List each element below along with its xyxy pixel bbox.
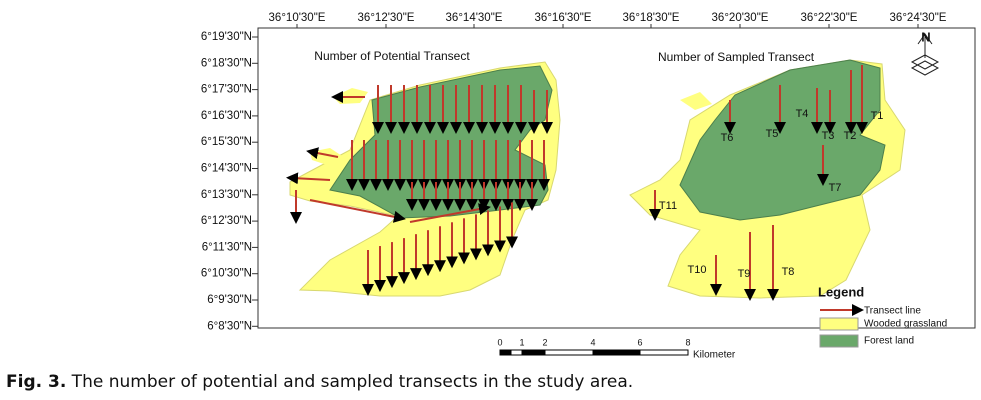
latitude-label: 6°15'30"N xyxy=(201,136,252,148)
latitude-label: 6°8'30"N xyxy=(207,320,252,332)
transect-label: T5 xyxy=(766,128,779,140)
scale-unit: Kilometer xyxy=(693,350,736,361)
transect-label: T6 xyxy=(721,132,734,144)
legend-label: Transect line xyxy=(864,306,921,317)
panel-title: Number of Potential Transect xyxy=(314,49,470,63)
longitude-label: 36°24'30"E xyxy=(890,12,947,24)
transect-label: T9 xyxy=(738,268,751,280)
legend-label: Wooded grassland xyxy=(864,319,947,330)
legend-swatch xyxy=(819,334,859,348)
latitude-label: 6°9'30"N xyxy=(207,294,252,306)
latitude-label: 6°12'30"N xyxy=(201,215,252,227)
latitude-label: 6°18'30"N xyxy=(201,57,252,69)
transect-label: T1 xyxy=(871,110,884,122)
transect-line xyxy=(286,172,331,185)
scale-label: 0 xyxy=(497,337,502,347)
scale-bar xyxy=(499,349,689,356)
longitude-label: 36°18'30"E xyxy=(623,12,680,24)
transect-line xyxy=(306,147,339,160)
transect-label: T3 xyxy=(822,130,835,142)
scale-label: 1 xyxy=(519,337,524,347)
scale-label: 2 xyxy=(542,337,547,347)
longitude-label: 36°10'30"E xyxy=(269,12,326,24)
scale-label: 4 xyxy=(590,337,595,347)
latitude-label: 6°14'30"N xyxy=(201,163,252,175)
forest-land xyxy=(679,59,886,221)
transect-line xyxy=(309,199,406,223)
latitude-label: 6°17'30"N xyxy=(201,84,252,96)
map-figure: N Number of Potential Transect Number of… xyxy=(201,12,976,361)
wooded-grassland xyxy=(680,92,712,110)
legend-swatch xyxy=(819,317,859,331)
latitude-label: 6°10'30"N xyxy=(201,268,252,280)
scale-label: 8 xyxy=(685,337,690,347)
transect-label: T8 xyxy=(782,266,795,278)
legend-label: Forest land xyxy=(864,336,914,347)
transect-label: T2 xyxy=(844,130,857,142)
caption: Fig. 3. The number of potential and samp… xyxy=(6,372,633,392)
transect-label: T11 xyxy=(659,200,677,212)
longitude-label: 36°14'30"E xyxy=(446,12,503,24)
transect-line xyxy=(409,203,491,223)
panel-title: Number of Sampled Transect xyxy=(658,50,815,64)
longitude-label: 36°16'30"E xyxy=(535,12,592,24)
latitude-label: 6°13'30"N xyxy=(201,189,252,201)
latitude-label: 6°16'30"N xyxy=(201,110,252,122)
legend-title: Legend xyxy=(818,284,864,299)
transect-label: T10 xyxy=(688,264,707,276)
north-label: N xyxy=(921,29,930,44)
north-arrow xyxy=(910,33,940,76)
transect-label: T4 xyxy=(796,108,809,120)
scale-label: 6 xyxy=(637,337,642,347)
latitude-label: 6°19'30"N xyxy=(201,31,252,43)
longitude-label: 36°22'30"E xyxy=(801,12,858,24)
latitude-label: 6°11'30"N xyxy=(202,241,252,253)
caption-label: Fig. 3. xyxy=(6,372,67,392)
longitude-label: 36°20'30"E xyxy=(712,12,769,24)
transect-label: T7 xyxy=(829,182,842,194)
longitude-label: 36°12'30"E xyxy=(358,12,415,24)
caption-text: The number of potential and sampled tran… xyxy=(66,372,634,392)
